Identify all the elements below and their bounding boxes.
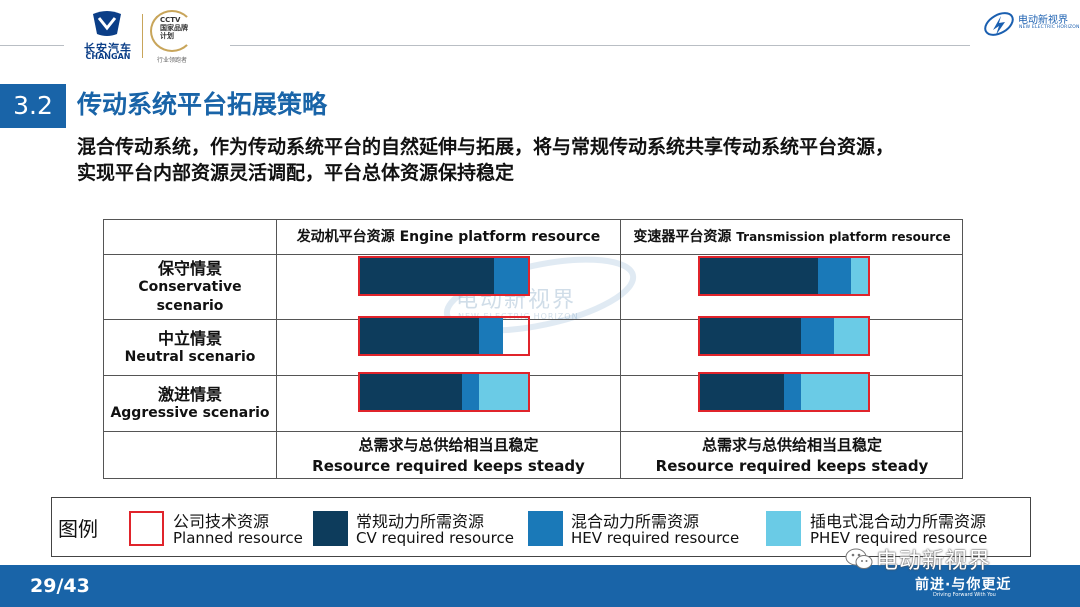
brand-plan-text: CCTV 国家品牌 计划 — [160, 16, 188, 40]
col-header-engine-cn: 发动机平台资源 — [296, 229, 395, 245]
engine-bar-1-cv-segment — [360, 258, 495, 294]
engine-bar-1 — [360, 258, 528, 294]
row-label-cn: 激进情景 — [157, 385, 222, 404]
transmission-bar-3-phev-segment — [800, 374, 868, 410]
footer-slogan-en: Driving Forward With You — [933, 592, 996, 598]
engine-bar-1-hev-segment — [494, 258, 528, 294]
transmission-bar-1-cv-segment — [700, 258, 818, 294]
transmission-bar-1 — [700, 258, 868, 294]
row-label-cn: 中立情景 — [157, 329, 222, 348]
footer-engine-en: Resource required keeps steady — [312, 457, 585, 475]
footer-bar — [0, 565, 1080, 607]
changan-emblem-icon — [93, 11, 121, 36]
legend-phev-cn: 插电式混合动力所需资源 — [810, 512, 987, 531]
footer-slogan-cn: 前进·与你更近 — [915, 577, 1012, 593]
section-number: 3.2 — [0, 84, 66, 128]
subtitle-line-1: 混合传动系统，作为传动系统平台的自然延伸与拓展，将与常规传动系统共享传动系统平台… — [77, 136, 895, 158]
table-row-divider-2 — [104, 319, 962, 320]
electric-horizon-cn: 电动新视界 — [1018, 15, 1068, 26]
row-label-en: Aggressive scenario — [110, 405, 270, 421]
legend-cv-cn: 常规动力所需资源 — [356, 512, 485, 531]
row-label-en: Conservative — [138, 279, 242, 295]
logo-separator — [142, 14, 143, 58]
resource-table: 发动机平台资源 Engine platform resource 变速器平台资源… — [103, 219, 963, 479]
changan-logo-cn: 长安汽车 — [84, 42, 132, 55]
engine-bar-2 — [360, 318, 528, 354]
footer-engine: 总需求与总供给相当且稳定 Resource required keeps ste… — [277, 435, 620, 477]
table-row-divider-3 — [104, 375, 962, 376]
transmission-planned-frame-3 — [698, 372, 870, 412]
engine-planned-frame-2 — [358, 316, 530, 356]
transmission-bar-1-phev-segment — [851, 258, 868, 294]
engine-planned-frame-3 — [358, 372, 530, 412]
legend-cv-en: CV required resource — [356, 529, 514, 547]
engine-bar-3-phev-segment — [479, 374, 528, 410]
footer-engine-cn: 总需求与总供给相当且稳定 — [358, 436, 539, 454]
footer-trans-cn: 总需求与总供给相当且稳定 — [701, 436, 882, 454]
engine-bar-3-hev-segment — [462, 374, 480, 410]
brand-plan-ring-icon — [150, 10, 194, 52]
row-label-cn: 保守情景 — [157, 259, 222, 278]
col-header-engine-en: Engine platform resource — [399, 229, 601, 245]
transmission-bar-1-hev-segment — [817, 258, 852, 294]
row-label-en-2: scenario — [156, 298, 224, 314]
legend-swatch-cv — [313, 511, 348, 546]
row-label-neutral: 中立情景 Neutral scenario — [104, 329, 276, 367]
subtitle-line-2: 实现平台内部资源灵活调配，平台总体资源保持稳定 — [77, 162, 515, 184]
brand-plan-subtext: 行业领跑者 — [157, 57, 188, 64]
col-header-trans-en: Transmission platform resource — [736, 230, 951, 244]
transmission-bar-3-cv-segment — [700, 374, 784, 410]
legend-swatch-phev — [766, 511, 801, 546]
page-number: 29/43 — [30, 575, 90, 597]
engine-bar-3-cv-segment — [360, 374, 463, 410]
header-divider-left — [0, 45, 64, 46]
engine-bar-3 — [360, 374, 528, 410]
legend-swatch-hev — [528, 511, 563, 546]
transmission-bar-3-hev-segment — [784, 374, 801, 410]
footer-transmission: 总需求与总供给相当且稳定 Resource required keeps ste… — [621, 435, 963, 477]
table-col-divider-2 — [620, 220, 621, 478]
transmission-bar-2-hev-segment — [800, 318, 835, 354]
legend-swatch-planned — [129, 511, 164, 546]
table-row-divider-4 — [104, 431, 962, 432]
legend-planned-en: Planned resource — [173, 529, 303, 547]
legend-hev-cn: 混合动力所需资源 — [571, 512, 700, 531]
legend-planned-cn: 公司技术资源 — [173, 512, 270, 531]
transmission-bar-2-phev-segment — [834, 318, 868, 354]
legend-phev-en: PHEV required resource — [810, 529, 988, 547]
footer-trans-en: Resource required keeps steady — [655, 457, 929, 475]
table-row-divider-1 — [104, 254, 962, 255]
row-label-en: Neutral scenario — [124, 349, 256, 365]
wechat-label: 电动新视界 — [876, 549, 992, 574]
wechat-icon — [845, 548, 873, 569]
transmission-bar-3 — [700, 374, 868, 410]
page-title: 传动系统平台拓展策略 — [77, 90, 328, 119]
engine-bar-2-cv-segment — [360, 318, 480, 354]
engine-planned-frame-1 — [358, 256, 530, 296]
col-header-trans-cn: 变速器平台资源 — [633, 229, 732, 245]
page-subtitle: 混合传动系统，作为传动系统平台的自然延伸与拓展，将与常规传动系统共享传动系统平台… — [77, 134, 1067, 186]
legend-box — [51, 497, 1031, 557]
header-divider-right — [230, 45, 970, 46]
electric-horizon-en: NEW ELECTRIC HORIZON — [1019, 25, 1080, 30]
legend-hev-en: HEV required resource — [571, 529, 740, 547]
legend-title: 图例 — [58, 517, 98, 541]
row-label-aggressive: 激进情景 Aggressive scenario — [104, 385, 276, 423]
engine-bar-2-hev-segment — [479, 318, 503, 354]
transmission-bar-2 — [700, 318, 868, 354]
transmission-planned-frame-1 — [698, 256, 870, 296]
col-header-transmission: 变速器平台资源 Transmission platform resource — [621, 220, 963, 254]
transmission-planned-frame-2 — [698, 316, 870, 356]
row-label-conservative: 保守情景 Conservative scenario — [104, 259, 276, 316]
electric-horizon-icon — [984, 12, 1014, 36]
col-header-engine: 发动机平台资源 Engine platform resource — [277, 220, 620, 254]
table-col-divider-1 — [276, 220, 277, 478]
changan-logo-en: CHANGAN — [85, 52, 131, 61]
transmission-bar-2-cv-segment — [700, 318, 801, 354]
